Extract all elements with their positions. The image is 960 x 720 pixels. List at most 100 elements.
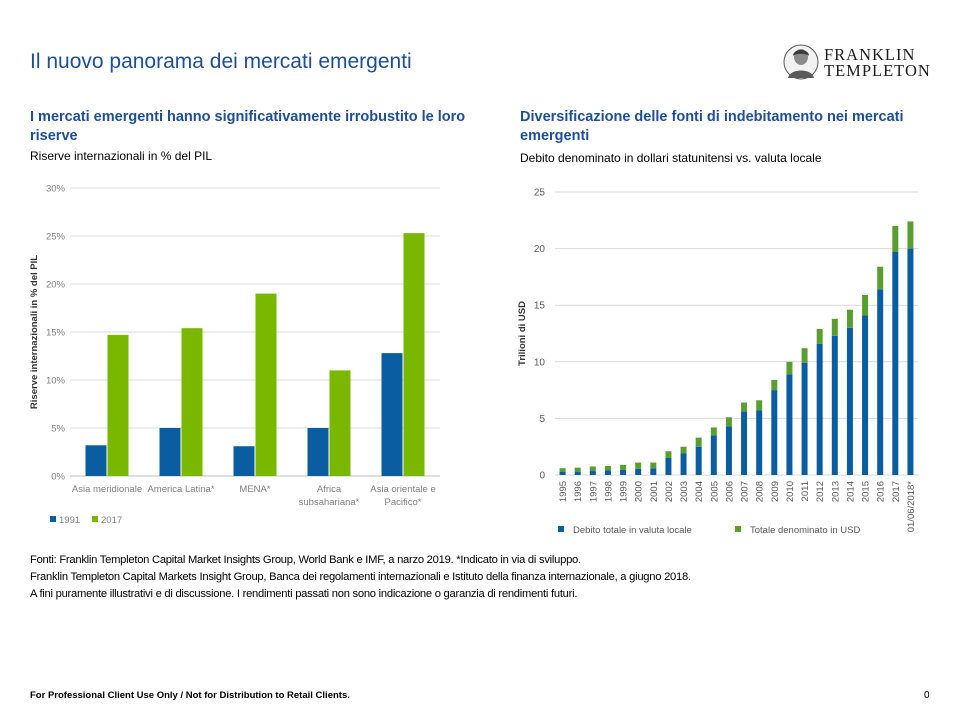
x-tick-label: Pacifico* — [385, 497, 422, 508]
footer-disclaimer: For Professional Client Use Only / Not f… — [30, 690, 350, 701]
bar-1991 — [233, 446, 255, 476]
bar-segment — [756, 400, 763, 411]
left-chart-title: I mercati emergenti hanno significativam… — [30, 109, 466, 144]
bar-1991 — [381, 353, 403, 476]
bar-2017 — [329, 370, 351, 476]
bar-segment — [892, 251, 899, 475]
bar-segment — [604, 470, 611, 475]
x-tick-label: 2004 — [694, 481, 705, 502]
y-tick-label: 15 — [534, 301, 546, 312]
page-title: Il nuovo panorama dei mercati emergenti — [30, 50, 412, 73]
bar-segment — [725, 426, 732, 475]
bar-segment — [665, 451, 672, 459]
bar-segment — [907, 248, 914, 475]
bar-2017 — [403, 233, 425, 476]
bar-2017 — [181, 328, 203, 476]
bar-segment — [801, 348, 808, 363]
bar-segment — [741, 411, 748, 475]
x-tick-label: 2008 — [755, 481, 766, 502]
x-tick-label: 2001 — [649, 481, 660, 502]
y-tick-label: 25% — [46, 232, 66, 243]
bar-segment — [604, 465, 611, 471]
y-axis-label: Trilioni di USD — [517, 301, 528, 366]
bar-segment — [559, 468, 566, 472]
bar-segment — [635, 468, 642, 475]
bar-1991 — [307, 428, 329, 476]
bar-segment — [771, 379, 778, 391]
bar-segment — [756, 410, 763, 475]
bar-2017 — [255, 293, 277, 476]
y-tick-label: 0% — [51, 472, 65, 483]
sources-line: A fini puramente illustrativi e di discu… — [30, 588, 578, 600]
legend-label: Totale denominato in USD — [750, 525, 861, 536]
x-tick-label: Asia orientale e — [370, 484, 435, 495]
y-tick-label: 0 — [539, 471, 545, 482]
legend-swatch — [735, 526, 741, 532]
logo-line-1: FRANKLIN — [824, 45, 916, 64]
x-tick-label: 2010 — [785, 481, 796, 502]
x-tick-label: America Latina* — [147, 484, 214, 495]
bar-segment — [574, 471, 581, 475]
legend-swatch — [558, 526, 564, 532]
x-tick-label: Asia meridionale — [72, 484, 142, 495]
x-tick-label: 2006 — [724, 481, 735, 502]
bar-segment — [710, 435, 717, 475]
x-tick-label: 2014 — [845, 481, 856, 502]
bar-1991 — [159, 428, 181, 476]
x-tick-label: 2000 — [634, 481, 645, 502]
right-chart-subtitle: Debito denominato in dollari statunitens… — [520, 151, 822, 165]
bar-segment — [620, 469, 627, 475]
legend-label-1991: 1991 — [59, 515, 80, 526]
bar-segment — [650, 462, 657, 469]
y-tick-label: 20% — [46, 280, 66, 291]
y-tick-label: 5% — [51, 424, 65, 435]
bar-segment — [862, 295, 869, 316]
bar-segment — [589, 471, 596, 475]
bar-segment — [786, 361, 793, 375]
x-tick-label: 2011 — [800, 481, 811, 501]
bar-segment — [771, 390, 778, 475]
bar-segment — [816, 343, 823, 475]
x-tick-label: 2013 — [830, 481, 841, 502]
bar-segment — [862, 315, 869, 475]
x-tick-label: 2017 — [891, 481, 902, 502]
legend-label: Debito totale in valuta locale — [573, 525, 692, 536]
legend-swatch-2017 — [92, 516, 98, 522]
bar-segment — [816, 328, 823, 344]
legend-swatch-1991 — [50, 516, 56, 522]
bar-segment — [801, 362, 808, 475]
bar-segment — [710, 427, 717, 436]
bar-segment — [650, 468, 657, 475]
x-tick-label: 01/06/2018* — [906, 481, 917, 533]
bar-1991 — [85, 445, 107, 476]
x-tick-label: 1996 — [573, 481, 584, 502]
x-tick-label: 2009 — [770, 481, 781, 502]
debt-stacked-bar-chart: 0 5 10 15 20 25 1995 1996 1997 1998 1999 2000 2001 20… — [517, 188, 918, 536]
bar-segment — [786, 374, 793, 475]
bar-segment — [635, 462, 642, 469]
x-tick-label: 2005 — [709, 481, 720, 502]
sources-note: Fonti: Franklin Templeton Capital Market… — [30, 552, 691, 603]
bar-segment — [559, 471, 566, 475]
bar-segment — [741, 402, 748, 412]
bar-segment — [695, 446, 702, 475]
x-tick-label: subsahariana* — [299, 497, 360, 508]
y-tick-label: 20 — [534, 244, 546, 255]
bar-segment — [877, 289, 884, 475]
bar-segment — [892, 225, 899, 252]
sources-line: Franklin Templeton Capital Markets Insig… — [30, 571, 691, 583]
bar-segment — [574, 467, 581, 472]
logo-line-2: TEMPLETON — [824, 61, 931, 80]
y-tick-label: 10% — [46, 376, 66, 387]
y-tick-label: 25 — [534, 188, 546, 199]
bar-segment — [680, 446, 687, 454]
bar-segment — [620, 464, 627, 470]
sources-line: Fonti: Franklin Templeton Capital Market… — [30, 554, 581, 566]
y-axis-label: Riserve internazionali in % del PIL — [29, 255, 40, 409]
legend-label-2017: 2017 — [101, 515, 122, 526]
x-tick-label: 2012 — [815, 481, 826, 502]
bar-segment — [877, 266, 884, 290]
y-tick-label: 30% — [46, 184, 66, 195]
x-tick-label: 2002 — [664, 481, 675, 502]
bar-segment — [695, 437, 702, 447]
